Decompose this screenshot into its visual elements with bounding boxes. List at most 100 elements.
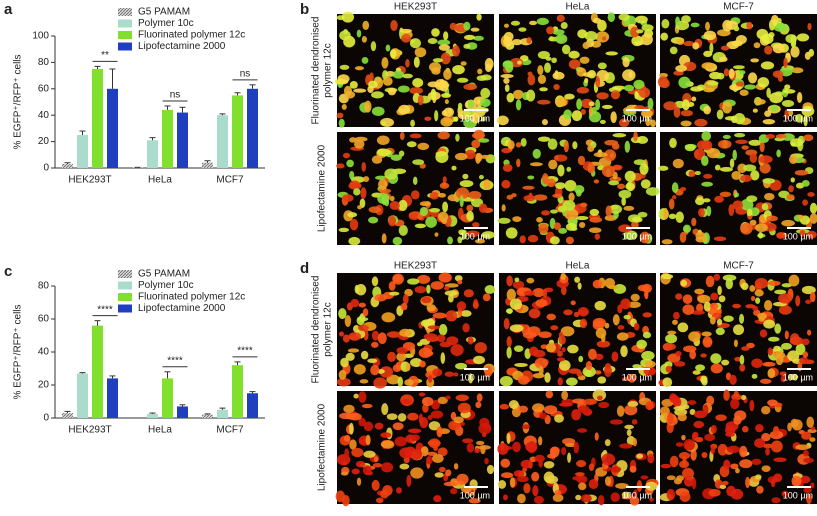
cell — [416, 342, 423, 347]
cell — [425, 216, 437, 228]
error-bar — [179, 404, 186, 407]
cell — [438, 44, 450, 51]
cell — [698, 208, 705, 218]
cell — [361, 36, 367, 43]
cell — [702, 336, 713, 348]
cell — [766, 215, 778, 222]
cell — [618, 118, 630, 128]
cell — [703, 105, 711, 115]
cell — [679, 186, 687, 192]
cell — [463, 289, 474, 298]
cell — [641, 24, 654, 32]
cell — [786, 194, 795, 200]
scale-bar-label: 100 µm — [622, 372, 652, 382]
micrograph: 100 µm — [658, 272, 817, 388]
cell — [621, 376, 633, 382]
cell — [397, 376, 404, 388]
cell — [584, 31, 598, 41]
cell — [511, 39, 523, 46]
cell — [443, 481, 458, 487]
cell — [679, 231, 687, 243]
cell — [438, 466, 446, 473]
legend-swatch — [118, 281, 132, 290]
cell — [801, 338, 810, 346]
y-tick-label: 20 — [38, 380, 50, 391]
cell — [593, 179, 600, 184]
x-tick-label: HEK293T — [68, 425, 111, 436]
cell — [668, 213, 677, 220]
cell — [747, 72, 758, 84]
cell — [761, 465, 771, 473]
cell — [418, 413, 424, 425]
cell — [405, 362, 411, 372]
cell — [675, 16, 680, 26]
cell — [740, 222, 753, 235]
cell — [362, 465, 372, 476]
cell — [517, 60, 522, 65]
cell — [725, 431, 735, 437]
cell — [746, 208, 753, 217]
cell — [459, 195, 464, 208]
cell — [444, 371, 455, 377]
bar — [77, 135, 88, 168]
row-label: Fluorinated dendronised — [311, 276, 322, 384]
cell — [419, 201, 432, 207]
cell — [604, 476, 611, 487]
cell — [746, 342, 755, 349]
y-tick-label: 60 — [38, 314, 50, 325]
cell — [341, 11, 355, 23]
cell — [612, 85, 626, 90]
cell — [482, 293, 491, 302]
cell — [722, 274, 737, 281]
cell — [355, 283, 367, 296]
cell — [596, 340, 611, 348]
cell — [790, 138, 803, 147]
cell — [681, 434, 686, 441]
cell — [623, 230, 638, 241]
cell — [710, 353, 722, 364]
cell — [379, 366, 394, 378]
cell — [567, 344, 579, 354]
cell — [772, 43, 785, 54]
cell — [538, 331, 552, 339]
cell — [476, 75, 487, 81]
cell — [552, 493, 564, 502]
cell — [748, 139, 762, 146]
cell — [440, 117, 453, 127]
cell — [778, 293, 792, 304]
cell — [721, 359, 730, 366]
cell — [544, 372, 551, 383]
cell — [514, 277, 520, 283]
cell — [776, 149, 781, 158]
legend-swatch — [118, 270, 132, 278]
cell — [729, 158, 735, 168]
legend-swatch — [118, 42, 132, 51]
cell — [363, 450, 376, 458]
cell — [802, 450, 809, 457]
bar — [217, 409, 228, 418]
cell — [595, 99, 601, 111]
cell — [409, 133, 422, 139]
cell — [788, 185, 794, 193]
cell — [537, 50, 550, 60]
cell — [806, 329, 812, 336]
cell — [453, 416, 464, 424]
cell — [516, 158, 521, 168]
cell — [342, 194, 354, 202]
cell — [428, 375, 433, 383]
cell — [554, 490, 562, 496]
cell — [649, 497, 654, 502]
cell — [454, 275, 463, 282]
cell — [787, 350, 800, 362]
cell — [772, 426, 780, 437]
cell — [621, 491, 631, 499]
cell — [663, 101, 677, 111]
cell — [538, 366, 544, 376]
cell — [375, 497, 384, 504]
cell — [374, 175, 387, 180]
cell — [564, 443, 577, 448]
cell — [381, 233, 387, 244]
cell — [475, 152, 483, 162]
cell — [445, 395, 451, 400]
cell — [680, 120, 692, 127]
